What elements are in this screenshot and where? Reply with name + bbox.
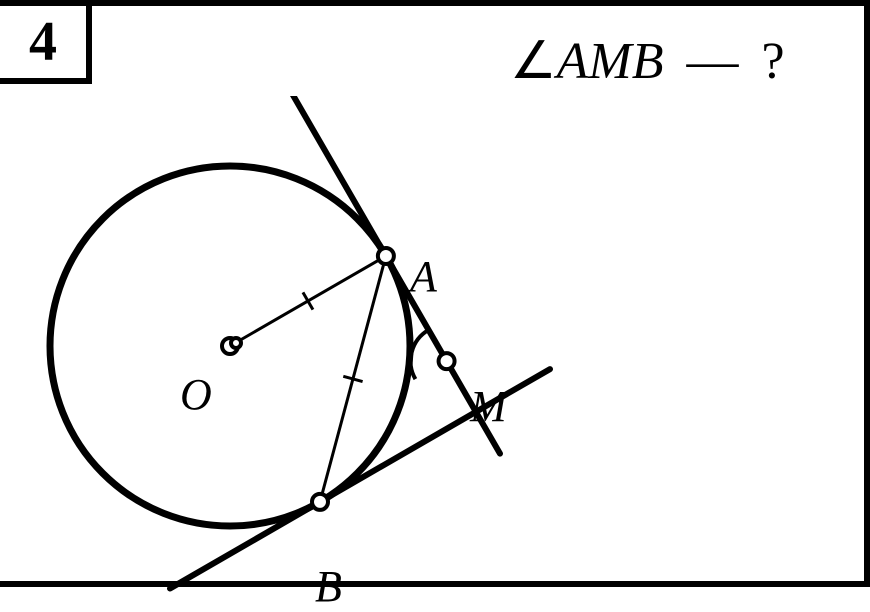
label-A: A <box>410 251 437 302</box>
tangent-line-A <box>280 96 500 454</box>
outer-frame: 4 ∠AMB — ? O A B M <box>0 0 870 587</box>
label-M: M <box>470 381 507 432</box>
question-mark: ? <box>761 33 784 90</box>
tick-OA <box>303 292 313 309</box>
label-O: O <box>180 369 212 420</box>
point-M <box>439 353 455 369</box>
point-A <box>378 248 394 264</box>
center-dot <box>231 338 241 348</box>
question-text: ∠AMB — ? <box>510 31 785 91</box>
point-B <box>312 494 328 510</box>
angle-symbol: ∠ <box>510 33 557 90</box>
diagram-svg <box>20 96 580 596</box>
problem-number-box: 4 <box>0 6 92 84</box>
geometry-diagram: O A B M <box>20 96 580 596</box>
problem-number: 4 <box>29 10 57 74</box>
question-separator: — <box>676 33 748 90</box>
angle-vertices: AMB <box>557 33 664 90</box>
